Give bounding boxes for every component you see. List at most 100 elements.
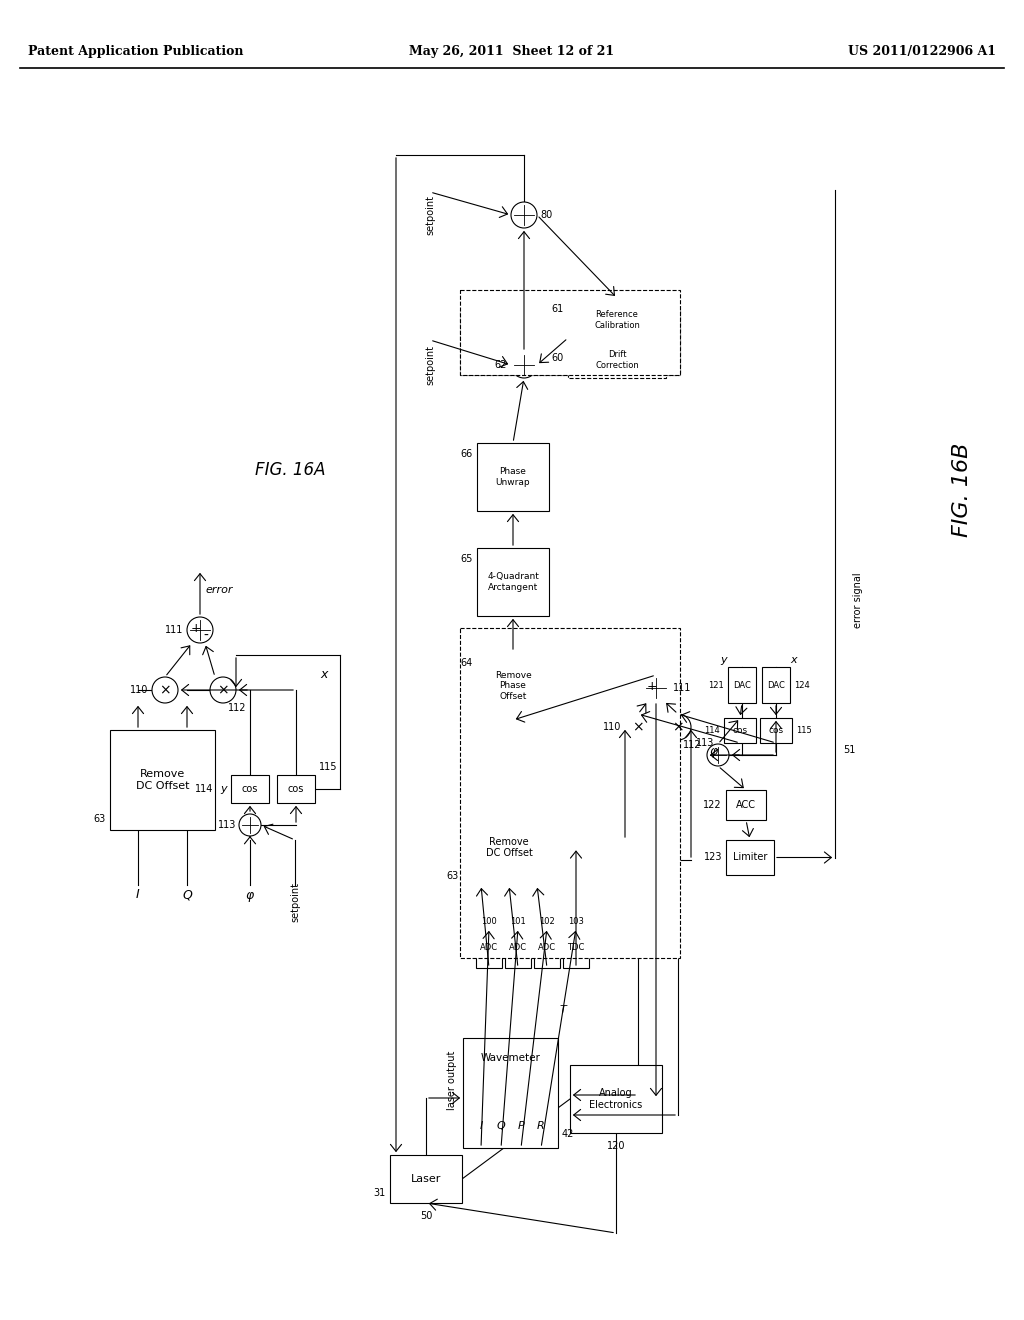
Text: Analog
Electronics: Analog Electronics [590,1088,643,1110]
Bar [460,628,680,958]
Circle shape [643,675,669,701]
Circle shape [511,352,537,378]
Text: FIG. 16A: FIG. 16A [255,461,326,479]
Text: -: - [204,630,209,643]
Text: 50: 50 [420,1210,432,1221]
Text: cos: cos [288,784,304,795]
Text: TDC: TDC [567,944,585,953]
Circle shape [152,677,178,704]
Text: ×: × [217,682,228,697]
Text: 60: 60 [552,352,564,363]
Text: ×: × [672,719,684,734]
Text: 115: 115 [796,726,812,735]
Text: 122: 122 [703,800,722,810]
Bar [762,667,790,704]
Text: DAC: DAC [733,681,751,689]
Bar [728,667,756,704]
Text: setpoint: setpoint [425,195,435,235]
Text: x: x [319,668,328,681]
Bar [570,1065,662,1133]
Circle shape [239,814,261,836]
Text: 114: 114 [195,784,213,795]
Text: 110: 110 [603,722,621,733]
Bar [110,730,215,830]
Bar [463,1038,558,1148]
Bar [231,775,269,803]
Text: cos: cos [768,726,783,735]
Text: 64: 64 [461,657,473,668]
Text: Phase
Unwrap: Phase Unwrap [496,467,530,487]
Text: cos: cos [732,726,748,735]
Text: 63: 63 [94,814,106,824]
Text: May 26, 2011  Sheet 12 of 21: May 26, 2011 Sheet 12 of 21 [410,45,614,58]
Text: 123: 123 [703,853,722,862]
Text: Remove
Phase
Offset: Remove Phase Offset [495,671,531,701]
Bar [726,789,766,820]
Text: y: y [721,655,727,665]
Text: Q: Q [182,888,191,902]
Bar [726,840,774,875]
Text: +: + [647,680,657,693]
Text: R: R [538,1121,545,1131]
Text: x: x [791,655,798,665]
Circle shape [665,714,691,741]
Text: laser output: laser output [447,1051,457,1110]
Text: Reference
Calibration: Reference Calibration [594,310,640,330]
Text: cos: cos [242,784,258,795]
Text: Laser: Laser [411,1173,441,1184]
Text: ADC: ADC [480,944,498,953]
Text: 112: 112 [683,741,701,750]
Bar [568,298,666,378]
Text: 63: 63 [446,871,459,880]
Circle shape [187,616,213,643]
Bar [477,652,549,719]
Text: ACC: ACC [736,800,756,810]
Text: 66: 66 [461,449,473,459]
Text: φ: φ [246,888,254,902]
Bar [505,928,531,968]
Text: setpoint: setpoint [290,882,300,921]
Text: Drift
Correction: Drift Correction [595,350,639,370]
Text: Wavemeter: Wavemeter [480,1053,541,1063]
Bar [460,290,680,375]
Bar [476,928,502,968]
Text: FIG. 16B: FIG. 16B [952,442,972,537]
Text: 110: 110 [130,685,148,696]
Circle shape [511,202,537,228]
Text: I: I [479,1121,482,1131]
Text: DAC: DAC [767,681,785,689]
Text: 113: 113 [218,820,236,830]
Text: error signal: error signal [853,572,863,628]
Text: 4-Quadrant
Arctangent: 4-Quadrant Arctangent [487,573,539,591]
Text: 115: 115 [319,762,338,772]
Bar [463,810,555,884]
Text: 101: 101 [510,916,526,925]
Bar [534,928,560,968]
Text: Remove
DC Offset: Remove DC Offset [485,837,532,858]
Text: error: error [205,585,232,595]
Text: 51: 51 [843,744,855,755]
Bar [390,1155,462,1203]
Text: 65: 65 [461,554,473,564]
Text: y: y [220,784,227,795]
Text: 114: 114 [705,726,720,735]
Text: I: I [136,888,140,902]
Text: US 2011/0122906 A1: US 2011/0122906 A1 [848,45,996,58]
Bar [724,718,756,743]
Text: 103: 103 [568,916,584,925]
Circle shape [210,677,236,704]
Text: Remove
DC Offset: Remove DC Offset [136,770,189,791]
Text: ADC: ADC [509,944,527,953]
Text: 124: 124 [794,681,810,689]
Text: 111: 111 [673,682,691,693]
Text: 111: 111 [165,624,183,635]
Bar [477,444,549,511]
Text: 100: 100 [481,916,497,925]
Text: P: P [517,1121,524,1131]
Text: 31: 31 [374,1188,386,1199]
Text: ×: × [632,719,644,734]
Bar [563,928,589,968]
Text: 102: 102 [539,916,555,925]
Text: 121: 121 [709,681,724,689]
Bar [760,718,792,743]
